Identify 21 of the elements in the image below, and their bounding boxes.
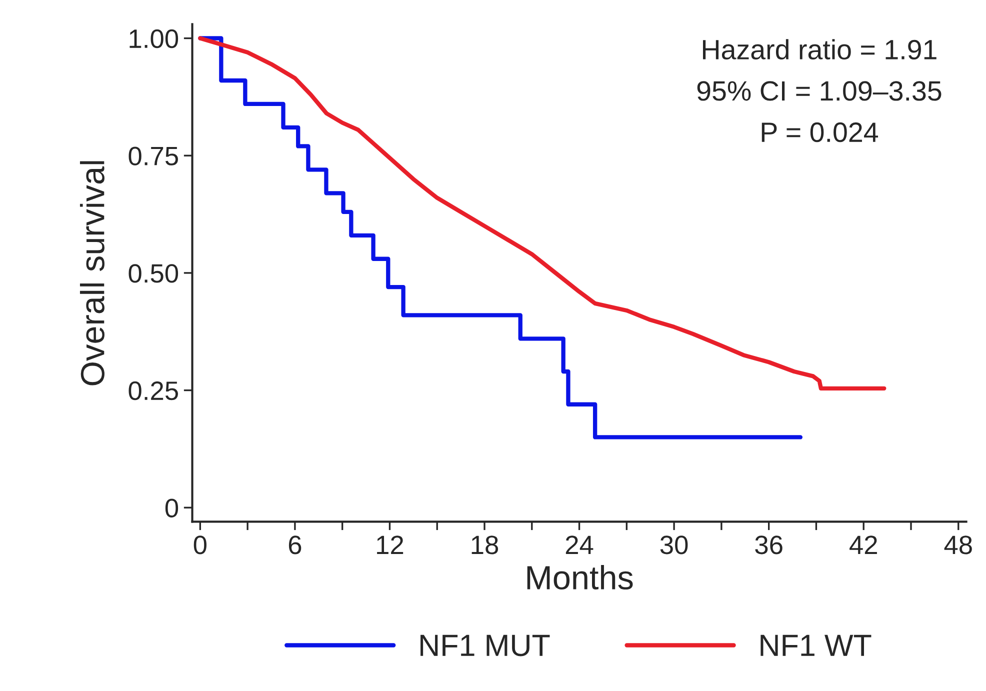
- y-tick-label: 1.00: [130, 29, 178, 48]
- x-tick-label: 12: [377, 536, 404, 554]
- annotation: 95% CI = 1.09–3.35: [697, 81, 942, 101]
- x-tick-label: 24: [566, 536, 594, 554]
- x-tick-label: 0: [194, 536, 206, 554]
- y-tick-label: 0.25: [128, 381, 178, 400]
- legend-label: NF1 WT: [760, 634, 872, 656]
- x-tick-label: 6: [288, 536, 302, 554]
- annotation: Hazard ratio = 1.91: [702, 39, 936, 60]
- y-tick-label: 0.50: [128, 264, 178, 283]
- legend-label: NF1 MUT: [420, 634, 550, 656]
- x-tick-label: 48: [944, 536, 972, 554]
- y-tick-label: 0: [165, 498, 178, 518]
- y-axis-title: Overall survival: [80, 161, 104, 386]
- x-tick-label: 36: [755, 536, 782, 554]
- x-tick-label: 18: [472, 536, 498, 554]
- x-tick-label: 42: [850, 536, 877, 554]
- x-tick-label: 30: [660, 536, 688, 554]
- y-tick-label: 0.75: [128, 146, 178, 166]
- annotation: P = 0.024: [762, 122, 878, 142]
- x-axis-title: Months: [527, 565, 633, 590]
